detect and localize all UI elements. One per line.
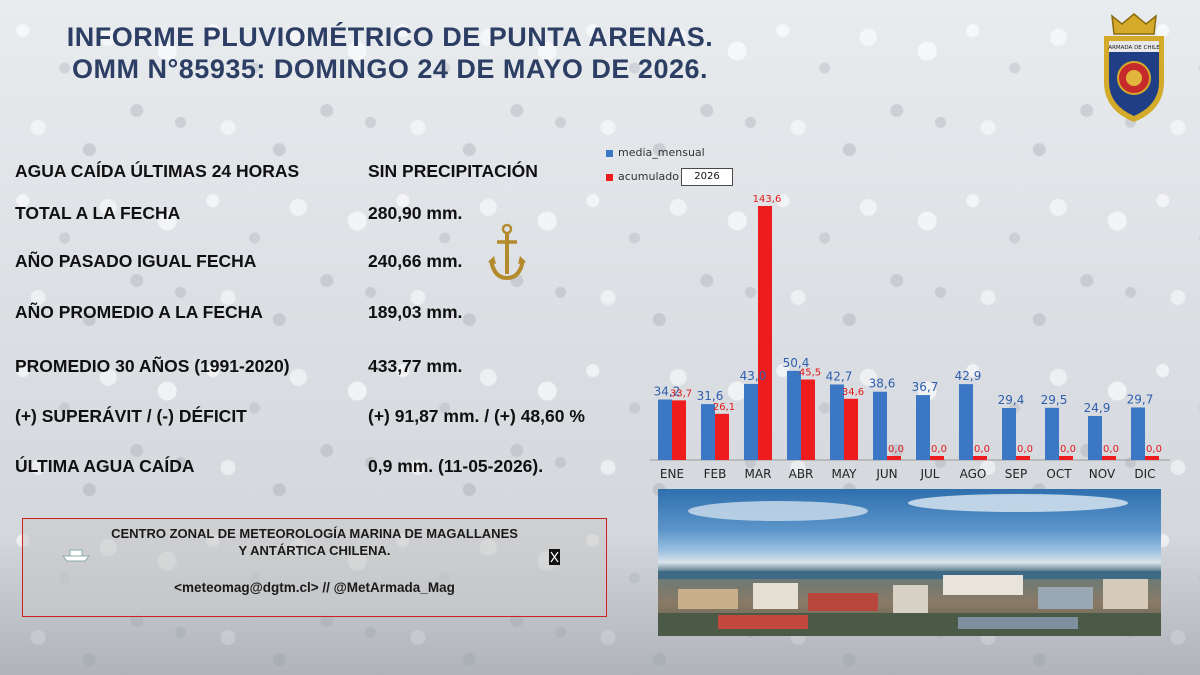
row-value-total: 280,90 mm. bbox=[368, 203, 463, 223]
armada-crest-icon: ARMADA DE CHILE bbox=[1104, 13, 1164, 122]
bar-acumulado-dic bbox=[1145, 456, 1159, 460]
bar-acumulado-mar bbox=[758, 206, 772, 460]
label-acumulado-oct: 0,0 bbox=[1060, 444, 1076, 455]
tick-label-abr: ABR bbox=[789, 467, 814, 481]
row-value-24h: SIN PRECIPITACIÓN bbox=[368, 161, 538, 181]
bar-media-nov bbox=[1088, 415, 1102, 460]
bar-media-jun bbox=[873, 391, 887, 460]
center-name-line2: Y ANTÁRTICA CHILENA. bbox=[238, 543, 391, 558]
center-contact[interactable]: <meteomag@dgtm.cl> // @MetArmada_Mag bbox=[174, 580, 455, 595]
tick-label-jun: JUN bbox=[875, 467, 897, 481]
bar-acumulado-feb bbox=[715, 413, 729, 460]
crest-text: ARMADA DE CHILE bbox=[1108, 45, 1160, 51]
row-label-surplus: (+) SUPERÁVIT / (-) DÉFICIT bbox=[15, 406, 247, 426]
row-label-avg-year: AÑO PROMEDIO A LA FECHA bbox=[15, 302, 263, 322]
row-label-last-rain: ÚLTIMA AGUA CAÍDA bbox=[15, 456, 195, 476]
label-acumulado-mar: 143,6 bbox=[753, 194, 782, 205]
label-acumulado-feb: 26,1 bbox=[713, 402, 735, 413]
label-media-jul: 36,7 bbox=[912, 380, 939, 394]
label-media-mar: 43,0 bbox=[740, 369, 767, 383]
bar-media-dic bbox=[1131, 407, 1145, 460]
bar-acumulado-nov bbox=[1102, 456, 1116, 460]
tick-label-jul: JUL bbox=[919, 467, 939, 481]
bar-media-feb bbox=[701, 404, 715, 460]
bar-media-abr bbox=[787, 370, 801, 460]
label-media-ago: 42,9 bbox=[955, 369, 982, 383]
page-subtitle: OMM N°85935: DOMINGO 24 DE MAYO DE 2026. bbox=[72, 54, 708, 84]
bar-acumulado-sep bbox=[1016, 456, 1030, 460]
label-media-may: 42,7 bbox=[826, 369, 853, 383]
row-label-24h: AGUA CAÍDA ÚLTIMAS 24 HORAS bbox=[15, 161, 300, 181]
label-acumulado-sep: 0,0 bbox=[1017, 444, 1033, 455]
tick-label-nov: NOV bbox=[1089, 467, 1116, 481]
chart-legend: media_mensual acumulado 2026 bbox=[600, 140, 750, 190]
bar-media-ago bbox=[959, 384, 973, 460]
center-info-box: CENTRO ZONAL DE METEOROLOGÍA MARINA DE M… bbox=[22, 518, 607, 617]
legend-media: media_mensual bbox=[606, 146, 705, 159]
bar-acumulado-ene bbox=[672, 400, 686, 460]
row-value-last-year: 240,66 mm. bbox=[368, 251, 463, 271]
legend-label-media: media_mensual bbox=[618, 146, 705, 159]
tick-label-ene: ENE bbox=[660, 467, 684, 481]
anchor-emblem-icon bbox=[488, 223, 526, 281]
label-acumulado-ago: 0,0 bbox=[974, 444, 990, 455]
bar-acumulado-may bbox=[844, 398, 858, 460]
tick-label-oct: OCT bbox=[1046, 467, 1072, 481]
label-media-dic: 29,7 bbox=[1127, 392, 1154, 406]
label-media-ene: 34,2 bbox=[654, 385, 681, 399]
label-media-abr: 50,4 bbox=[783, 356, 810, 370]
qr-mark-icon bbox=[549, 549, 560, 565]
bar-media-jul bbox=[916, 395, 930, 460]
label-acumulado-jun: 0,0 bbox=[888, 444, 904, 455]
city-photo bbox=[658, 489, 1161, 636]
label-acumulado-abr: 45,5 bbox=[799, 368, 821, 379]
legend-label-acumulado: acumulado bbox=[618, 170, 679, 183]
legend-swatch-acumulado bbox=[606, 173, 613, 181]
label-media-sep: 29,4 bbox=[998, 393, 1025, 407]
tick-label-mar: MAR bbox=[745, 467, 772, 481]
bar-acumulado-jun bbox=[887, 456, 901, 460]
bar-media-mar bbox=[744, 383, 758, 460]
label-acumulado-jul: 0,0 bbox=[931, 444, 947, 455]
row-label-total: TOTAL A LA FECHA bbox=[15, 203, 181, 223]
label-acumulado-dic: 0,0 bbox=[1146, 444, 1162, 455]
tick-label-ago: AGO bbox=[960, 467, 987, 481]
row-value-last-rain: 0,9 mm. (11-05-2026). bbox=[368, 456, 544, 476]
label-acumulado-nov: 0,0 bbox=[1103, 444, 1119, 455]
rainfall-chart: 34,233,7 ENE 31,626,1 FEB 43,0 143,6 MAR 50,445… bbox=[650, 194, 1170, 481]
label-media-nov: 24,9 bbox=[1084, 401, 1111, 415]
label-acumulado-ene: 33,7 bbox=[670, 388, 692, 399]
legend-acumulado: acumulado bbox=[606, 170, 679, 183]
tick-label-sep: SEP bbox=[1005, 467, 1027, 481]
bar-acumulado-abr bbox=[801, 379, 815, 460]
city-photo-graphic bbox=[658, 494, 1161, 636]
bar-media-ene bbox=[658, 399, 672, 460]
bar-acumulado-oct bbox=[1059, 456, 1073, 460]
page-title: INFORME PLUVIOMÉTRICO DE PUNTA ARENAS. bbox=[66, 22, 714, 52]
row-value-30y: 433,77 mm. bbox=[368, 356, 463, 376]
tick-label-may: MAY bbox=[832, 467, 858, 481]
row-label-30y: PROMEDIO 30 AÑOS (1991-2020) bbox=[15, 356, 290, 376]
center-name-line1: CENTRO ZONAL DE METEOROLOGÍA MARINA DE M… bbox=[111, 526, 518, 541]
label-acumulado-may: 34,6 bbox=[842, 387, 864, 398]
legend-swatch-media bbox=[606, 149, 613, 157]
label-media-jun: 38,6 bbox=[869, 377, 896, 391]
ship-icon bbox=[61, 549, 91, 562]
row-value-avg-year: 189,03 mm. bbox=[368, 302, 463, 322]
bar-media-may bbox=[830, 384, 844, 460]
row-label-last-year: AÑO PASADO IGUAL FECHA bbox=[15, 251, 257, 271]
tick-label-dic: DIC bbox=[1134, 467, 1155, 481]
label-media-oct: 29,5 bbox=[1041, 393, 1068, 407]
bar-media-oct bbox=[1045, 407, 1059, 460]
tick-label-feb: FEB bbox=[704, 467, 727, 481]
bar-media-sep bbox=[1002, 407, 1016, 460]
legend-year-box[interactable]: 2026 bbox=[681, 168, 733, 186]
bar-acumulado-jul bbox=[930, 456, 944, 460]
label-media-feb: 31,6 bbox=[697, 389, 724, 403]
bar-acumulado-ago bbox=[973, 456, 987, 460]
row-value-surplus: (+) 91,87 mm. / (+) 48,60 % bbox=[368, 406, 585, 426]
